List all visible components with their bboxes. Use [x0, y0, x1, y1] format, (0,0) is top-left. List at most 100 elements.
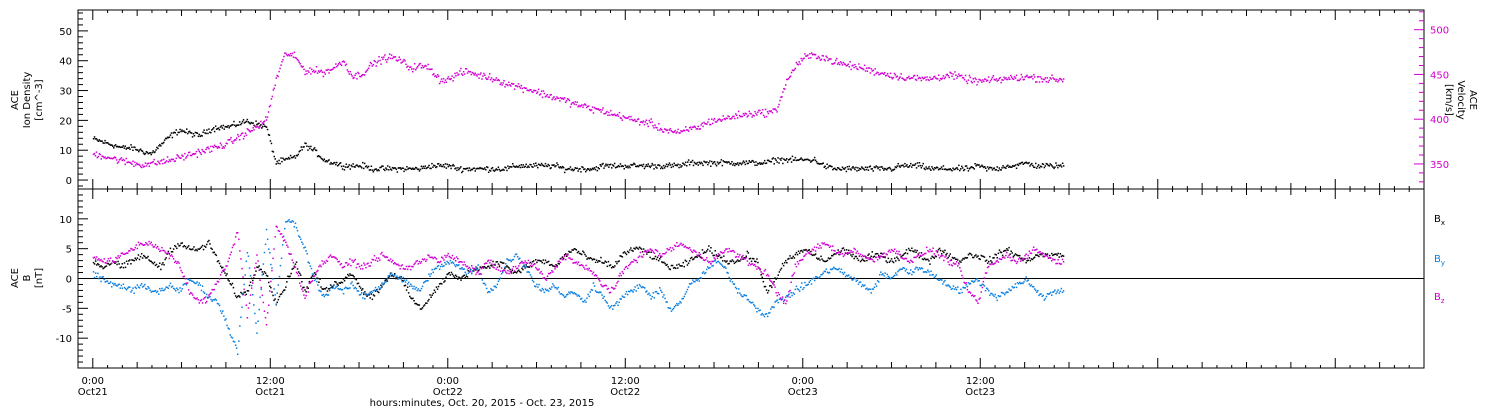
velocity-point: [1038, 81, 1041, 83]
velocity-point: [852, 64, 854, 66]
by-point: [195, 282, 197, 285]
density-point: [875, 165, 877, 167]
velocity-point: [896, 75, 898, 77]
velocity-point: [435, 75, 437, 77]
bz-point: [326, 260, 329, 263]
density-point: [819, 163, 822, 165]
by-point: [746, 298, 749, 301]
by-point: [170, 286, 173, 288]
velocity-point: [179, 157, 181, 159]
bx-point: [872, 256, 875, 258]
velocity-point: [329, 69, 331, 71]
bx-point: [991, 261, 993, 263]
density-point: [346, 166, 349, 168]
density-point: [471, 168, 474, 171]
by-point: [631, 290, 633, 292]
by-point: [803, 286, 805, 289]
bz-point: [499, 270, 502, 272]
bx-point: [412, 297, 414, 300]
density-point: [1044, 165, 1047, 167]
by-point: [221, 312, 223, 314]
bx-point: [276, 301, 278, 304]
velocity-point: [454, 72, 456, 75]
velocity-point: [196, 156, 199, 158]
velocity-point: [917, 77, 920, 80]
bx-point: [300, 274, 302, 276]
bx-point: [373, 295, 376, 297]
bx-point: [1055, 253, 1057, 255]
bx-point: [249, 281, 252, 283]
bz-point: [914, 256, 916, 258]
density-point: [1008, 166, 1010, 168]
density-point: [415, 167, 418, 169]
bx-point: [563, 254, 566, 256]
density-point: [572, 169, 574, 172]
bz-point: [322, 263, 324, 265]
by-point: [448, 263, 450, 265]
bz-point: [270, 280, 272, 283]
by-point: [294, 222, 297, 224]
density-point: [301, 149, 303, 151]
density-point: [957, 168, 959, 171]
by-point: [552, 283, 554, 285]
velocity-point: [331, 68, 333, 71]
by-point: [303, 247, 305, 249]
velocity-point: [377, 60, 379, 62]
density-point: [199, 135, 201, 138]
bz-point: [946, 257, 948, 260]
bz-point: [1061, 258, 1064, 261]
bx-point: [320, 286, 322, 288]
bx-point: [753, 258, 755, 260]
density-point: [343, 169, 346, 171]
bz-point: [607, 287, 610, 290]
velocity-point: [410, 66, 412, 68]
by-point: [544, 288, 547, 290]
bz-point: [429, 256, 431, 259]
bx-point: [484, 267, 487, 269]
density-point: [468, 167, 471, 169]
velocity-point: [207, 146, 209, 148]
bz-point: [776, 294, 778, 297]
density-point: [178, 131, 180, 134]
by-point: [263, 251, 266, 254]
by-point: [194, 282, 196, 285]
density-point: [412, 168, 415, 170]
density-point: [616, 166, 619, 168]
bz-point: [566, 254, 568, 256]
velocity-point: [622, 115, 624, 117]
bx-point: [150, 260, 152, 263]
by-point: [666, 301, 668, 303]
bx-point: [188, 248, 191, 250]
density-point: [127, 147, 129, 149]
by-point: [601, 294, 603, 296]
by-point: [287, 220, 289, 222]
density-point: [251, 122, 253, 124]
bx-point: [144, 255, 146, 258]
bz-point: [478, 273, 480, 275]
density-point: [642, 163, 645, 166]
bz-point: [237, 232, 239, 234]
density-point: [589, 168, 592, 170]
by-point: [1059, 290, 1062, 293]
density-point: [595, 166, 598, 168]
bz-point: [420, 260, 423, 263]
velocity-point: [434, 75, 436, 78]
velocity-point: [100, 158, 102, 160]
bx-point: [576, 251, 579, 254]
by-point: [622, 296, 625, 298]
by-point: [769, 312, 771, 314]
density-point: [1039, 165, 1042, 167]
velocity-point: [900, 73, 902, 75]
velocity-point: [364, 71, 367, 73]
bz-point: [920, 255, 923, 257]
bx-point: [961, 259, 963, 261]
density-point: [845, 170, 848, 173]
by-point: [635, 290, 637, 292]
velocity-point: [683, 129, 685, 131]
bx-point: [584, 253, 586, 256]
velocity-point: [367, 67, 370, 69]
by-point: [570, 291, 572, 293]
by-point: [106, 280, 109, 282]
velocity-point: [317, 70, 320, 72]
bx-point: [778, 271, 781, 273]
